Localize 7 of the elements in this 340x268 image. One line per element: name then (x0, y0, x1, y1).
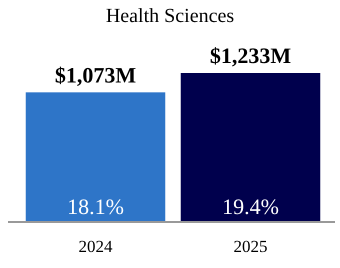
data-label: $1,233M (210, 43, 292, 68)
chart-title: Health Sciences (106, 5, 234, 27)
annotation: 19.4% (222, 194, 279, 219)
x-tick-label: 2024 (78, 237, 113, 256)
data-label: $1,073M (54, 62, 136, 88)
x-tick-label: 2025 (234, 237, 268, 256)
annotation: 18.1% (67, 194, 124, 219)
